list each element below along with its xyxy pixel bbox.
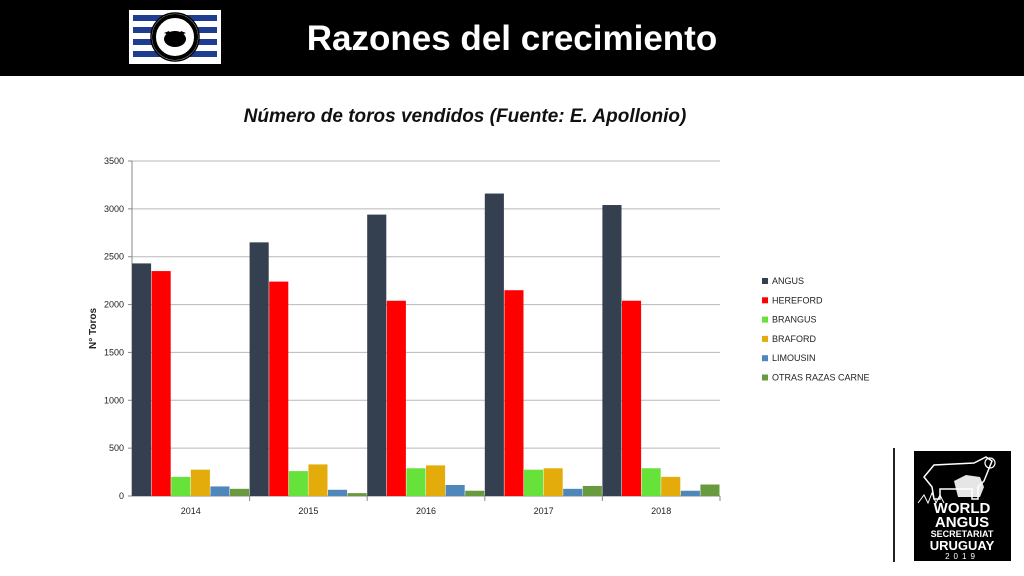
svg-text:2019: 2019 — [945, 552, 979, 561]
world-angus-logo-icon: WORLD ANGUS SECRETARIAT URUGUAY 2019 — [914, 451, 1011, 561]
legend-swatch — [762, 335, 768, 342]
legend-swatch — [762, 297, 768, 304]
bar-brangus-2016 — [406, 468, 426, 496]
svg-text:WORLD: WORLD — [934, 500, 991, 517]
x-tick-label: 2018 — [651, 506, 671, 516]
bar-limousin-2018 — [680, 490, 700, 496]
bar-otras-razas-carne-2017 — [582, 485, 602, 496]
legend-label: ANGUS — [772, 276, 804, 286]
bar-braford-2018 — [661, 476, 681, 496]
x-tick-label: 2015 — [298, 506, 318, 516]
y-tick-label: 2000 — [104, 300, 124, 310]
legend-swatch — [762, 374, 768, 381]
bar-hereford-2016 — [386, 300, 406, 496]
legend-label: HEREFORD — [772, 295, 823, 305]
bar-braford-2017 — [543, 468, 563, 496]
page-title: Razones del crecimiento — [306, 19, 718, 58]
y-tick-label: 1000 — [104, 395, 124, 405]
breeders-society-logo — [129, 10, 221, 64]
y-tick-label: 2500 — [104, 252, 124, 262]
bar-limousin-2017 — [563, 488, 583, 496]
svg-text:URUGUAY: URUGUAY — [930, 538, 995, 553]
world-angus-logo: WORLD ANGUS SECRETARIAT URUGUAY 2019 — [914, 451, 1011, 561]
x-tick-label: 2014 — [181, 506, 201, 516]
y-axis-label: N° Toros — [88, 308, 99, 349]
legend-label: BRAFORD — [772, 334, 817, 344]
header-bar: Razones del crecimiento — [0, 0, 1024, 76]
legend-swatch — [762, 316, 768, 323]
bar-otras-razas-carne-2014 — [230, 488, 250, 496]
legend-label: BRANGUS — [772, 315, 817, 325]
bar-hereford-2018 — [622, 300, 642, 496]
legend-swatch — [762, 278, 768, 284]
chart-title: Número de toros vendidos (Fuente: E. Apo… — [243, 106, 687, 127]
bar-braford-2015 — [308, 464, 328, 496]
legend-label: OTRAS RAZAS CARNE — [772, 373, 870, 383]
legend-label: LIMOUSIN — [772, 353, 816, 363]
bar-otras-razas-carne-2018 — [700, 484, 720, 496]
y-tick-label: 1500 — [104, 347, 124, 357]
bar-hereford-2017 — [504, 290, 524, 496]
y-tick-label: 500 — [109, 443, 124, 453]
vertical-divider — [893, 448, 895, 562]
bar-braford-2016 — [426, 465, 446, 496]
bar-brangus-2017 — [524, 469, 544, 496]
svg-text:SECRETARIAT: SECRETARIAT — [931, 529, 994, 539]
bar-limousin-2014 — [210, 486, 230, 496]
bar-angus-2015 — [249, 242, 269, 496]
bar-brangus-2014 — [171, 476, 191, 496]
legend-swatch — [762, 355, 768, 362]
y-tick-label: 3000 — [104, 204, 124, 214]
svg-text:ANGUS: ANGUS — [935, 514, 989, 531]
bar-braford-2014 — [190, 469, 210, 496]
bar-otras-razas-carne-2016 — [465, 490, 485, 496]
bar-hereford-2014 — [151, 271, 171, 496]
x-tick-label: 2017 — [534, 506, 554, 516]
bar-otras-razas-carne-2015 — [347, 493, 367, 496]
bar-angus-2014 — [132, 263, 152, 496]
bar-angus-2016 — [367, 214, 387, 496]
bar-limousin-2016 — [445, 484, 465, 496]
bar-angus-2018 — [602, 205, 622, 496]
bar-limousin-2015 — [328, 489, 348, 496]
y-tick-label: 3500 — [104, 156, 124, 166]
breeders-society-logo-icon — [129, 10, 221, 64]
bar-angus-2017 — [484, 193, 504, 497]
bar-brangus-2018 — [641, 468, 661, 496]
bar-brangus-2015 — [288, 471, 308, 496]
x-tick-label: 2016 — [416, 506, 436, 516]
y-tick-label: 0 — [119, 491, 124, 501]
bar-hereford-2015 — [269, 281, 289, 496]
